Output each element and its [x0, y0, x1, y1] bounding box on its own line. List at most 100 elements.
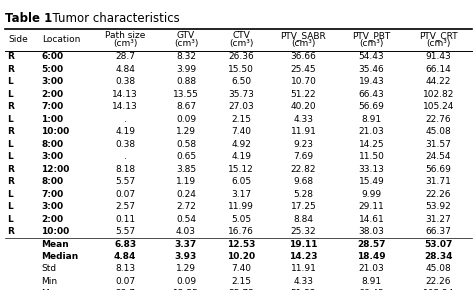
- Text: R: R: [7, 65, 14, 74]
- Text: 10.70: 10.70: [291, 77, 316, 86]
- Text: 8.67: 8.67: [176, 102, 196, 111]
- Text: 8:00: 8:00: [41, 140, 63, 149]
- Text: 66.14: 66.14: [425, 65, 451, 74]
- Text: 91.43: 91.43: [425, 52, 451, 61]
- Text: 31.71: 31.71: [425, 177, 451, 186]
- Text: R: R: [7, 102, 14, 111]
- Text: 6:00: 6:00: [41, 52, 63, 61]
- Text: 56.69: 56.69: [425, 165, 451, 174]
- Text: 10:00: 10:00: [41, 227, 69, 236]
- Text: 2:00: 2:00: [41, 215, 63, 224]
- Text: 0.54: 0.54: [176, 215, 196, 224]
- Text: 28.7: 28.7: [115, 52, 135, 61]
- Text: 3:00: 3:00: [41, 152, 63, 161]
- Text: Min: Min: [41, 277, 57, 286]
- Text: L: L: [7, 115, 13, 124]
- Text: 8:00: 8:00: [41, 177, 63, 186]
- Text: R: R: [7, 177, 14, 186]
- Text: (cm³): (cm³): [229, 39, 253, 48]
- Text: 8.18: 8.18: [115, 165, 135, 174]
- Text: 53.07: 53.07: [424, 240, 453, 249]
- Text: 14.61: 14.61: [359, 215, 384, 224]
- Text: 14.13: 14.13: [112, 102, 138, 111]
- Text: 3:00: 3:00: [41, 202, 63, 211]
- Text: 6.83: 6.83: [114, 240, 136, 249]
- Text: (cm³): (cm³): [359, 39, 384, 48]
- Text: 3.93: 3.93: [175, 252, 197, 261]
- Text: 9.99: 9.99: [362, 190, 382, 199]
- Text: 2.15: 2.15: [231, 115, 251, 124]
- Text: 11.99: 11.99: [228, 202, 254, 211]
- Text: CTV: CTV: [232, 31, 250, 41]
- Text: 4.92: 4.92: [231, 140, 251, 149]
- Text: Side: Side: [8, 35, 27, 44]
- Text: 1:00: 1:00: [41, 115, 63, 124]
- Text: 18.49: 18.49: [357, 252, 386, 261]
- Text: 12:00: 12:00: [41, 165, 69, 174]
- Text: R: R: [7, 227, 14, 236]
- Text: L: L: [7, 202, 13, 211]
- Text: 0.09: 0.09: [176, 277, 196, 286]
- Text: 11.91: 11.91: [291, 264, 316, 273]
- Text: 22.26: 22.26: [426, 277, 451, 286]
- Text: 4.33: 4.33: [293, 115, 313, 124]
- Text: 0.24: 0.24: [176, 190, 196, 199]
- Text: L: L: [7, 77, 13, 86]
- Text: 5.57: 5.57: [115, 177, 135, 186]
- Text: Tumor characteristics: Tumor characteristics: [45, 12, 180, 25]
- Text: 4.19: 4.19: [231, 152, 251, 161]
- Text: L: L: [7, 190, 13, 199]
- Text: 21.03: 21.03: [359, 264, 384, 273]
- Text: 17.25: 17.25: [291, 202, 316, 211]
- Text: (cm³): (cm³): [426, 39, 450, 48]
- Text: 56.69: 56.69: [359, 102, 384, 111]
- Text: 7:00: 7:00: [41, 102, 64, 111]
- Text: L: L: [7, 215, 13, 224]
- Text: Location: Location: [42, 35, 81, 44]
- Text: 14.13: 14.13: [112, 90, 138, 99]
- Text: L: L: [7, 140, 13, 149]
- Text: 0.09: 0.09: [176, 115, 196, 124]
- Text: 25.45: 25.45: [291, 65, 316, 74]
- Text: 0.07: 0.07: [115, 190, 135, 199]
- Text: 5.57: 5.57: [115, 227, 135, 236]
- Text: 11.91: 11.91: [291, 127, 316, 136]
- Text: 15.12: 15.12: [228, 165, 254, 174]
- Text: L: L: [7, 152, 13, 161]
- Text: 31.27: 31.27: [425, 215, 451, 224]
- Text: (cm³): (cm³): [113, 39, 137, 48]
- Text: 7.40: 7.40: [231, 264, 251, 273]
- Text: 4.84: 4.84: [114, 252, 136, 261]
- Text: (cm³): (cm³): [291, 39, 316, 48]
- Text: .: .: [124, 115, 127, 124]
- Text: 7.69: 7.69: [293, 152, 313, 161]
- Text: 11.50: 11.50: [359, 152, 384, 161]
- Text: 2:00: 2:00: [41, 90, 63, 99]
- Text: 105.24: 105.24: [423, 289, 454, 290]
- Text: 6.50: 6.50: [231, 77, 251, 86]
- Text: 35.73: 35.73: [228, 289, 254, 290]
- Text: 40.20: 40.20: [291, 102, 316, 111]
- Text: 0.65: 0.65: [176, 152, 196, 161]
- Text: 13.55: 13.55: [173, 90, 199, 99]
- Text: 7:00: 7:00: [41, 190, 64, 199]
- Text: 8.32: 8.32: [176, 52, 196, 61]
- Text: 2.15: 2.15: [231, 277, 251, 286]
- Text: Path size: Path size: [105, 31, 145, 41]
- Text: 3:00: 3:00: [41, 77, 63, 86]
- Text: R: R: [7, 127, 14, 136]
- Text: Table 1: Table 1: [5, 12, 52, 25]
- Text: 102.82: 102.82: [423, 90, 454, 99]
- Text: 5.28: 5.28: [293, 190, 313, 199]
- Text: 5:00: 5:00: [41, 65, 63, 74]
- Text: 8.13: 8.13: [115, 264, 135, 273]
- Text: 66.43: 66.43: [359, 289, 384, 290]
- Text: 0.38: 0.38: [115, 77, 135, 86]
- Text: 15.50: 15.50: [228, 65, 254, 74]
- Text: (cm³): (cm³): [174, 39, 198, 48]
- Text: L: L: [7, 90, 13, 99]
- Text: 3.17: 3.17: [231, 190, 251, 199]
- Text: 45.08: 45.08: [425, 264, 451, 273]
- Text: 24.54: 24.54: [426, 152, 451, 161]
- Text: 36.66: 36.66: [291, 52, 316, 61]
